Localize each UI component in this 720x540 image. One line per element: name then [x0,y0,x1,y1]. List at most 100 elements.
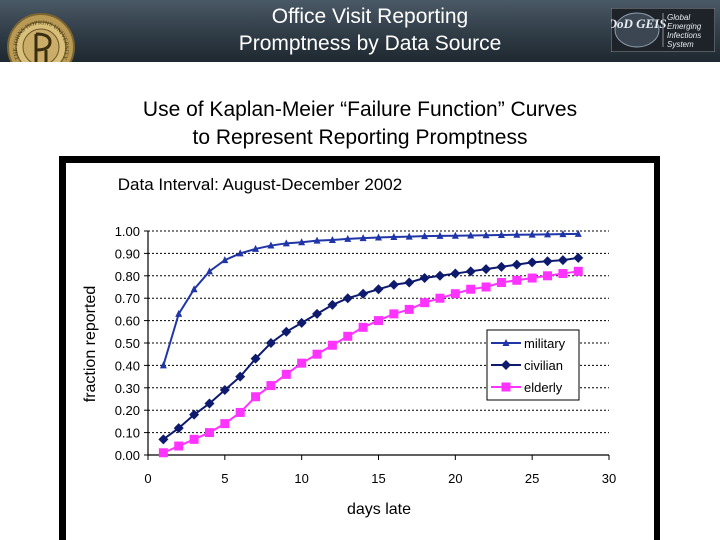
data-point [219,385,230,396]
y-tick-label: 0.50 [115,336,140,351]
data-point [573,266,583,276]
data-point [557,255,568,266]
data-point [450,268,461,279]
logo-line-3: Infections [667,31,701,40]
dod-geis-logo-icon: DoD GEIS Global Emerging Infections Syst… [611,8,715,52]
legend-entry-elderly: elderly [491,380,563,395]
data-point [543,271,553,281]
series-line [162,270,579,454]
legend-label: elderly [524,380,563,395]
legend: military civilian elderly [486,329,580,401]
data-point [482,231,490,239]
y-tick-label: 0.80 [115,269,140,284]
slide-header: THE JOHNS HOPKINS UNIVERSITY Office Visi… [0,0,720,62]
x-tick-label: 15 [371,471,385,486]
data-point [359,234,367,242]
data-point [481,282,491,292]
x-tick-label: 5 [221,471,228,486]
y-axis-label: fraction reported [82,286,99,403]
data-point [496,278,506,288]
data-point [573,252,584,263]
series-group [158,229,584,458]
data-point [266,381,276,391]
data-point [542,256,553,267]
data-point [189,409,200,420]
x-tick-label: 20 [448,471,462,486]
data-point [282,239,290,247]
data-point [496,261,507,272]
legend-label: civilian [524,358,563,373]
x-axis-label: days late [347,501,411,518]
y-tick-label: 0.60 [115,314,140,329]
data-point [204,428,214,438]
header-title-line2: Promptness by Data Source [238,32,502,55]
y-tick-label: 0.90 [115,246,140,261]
data-point [158,434,169,445]
data-point [502,339,510,346]
logo-line-1: Global [667,13,690,22]
x-tick-label: 0 [144,471,151,486]
data-point [344,234,352,242]
data-point [296,317,307,328]
series-military [159,229,582,369]
legend-entry-civilian: civilian [491,358,563,373]
slide-subtitle: Use of Kaplan-Meier “Failure Function” C… [0,96,720,152]
data-point [373,284,384,295]
subtitle-line2: to Represent Reporting Promptness [192,126,528,149]
x-tick-label: 10 [294,471,308,486]
data-point [298,238,306,246]
header-title-line1: Office Visit Reporting [271,5,469,28]
data-point [527,257,538,268]
axes: 0.00 0.10 0.20 0.30 0.40 0.50 0.60 0.70 0.80 0.90… [115,224,617,486]
chart-title: Data Interval: August-December 2002 [117,175,403,194]
data-point [174,441,184,451]
data-point [558,269,568,279]
data-point [404,304,414,314]
data-point [374,316,383,326]
data-point [375,233,382,241]
data-point [420,298,430,308]
data-point [343,331,353,341]
logo-line-4: System [667,40,694,49]
data-point [281,369,291,379]
data-point [327,340,337,350]
y-tick-label: 0.00 [115,448,140,463]
data-point [158,448,168,458]
data-point [404,277,415,288]
y-tick-label: 0.20 [115,403,140,418]
y-tick-label: 0.30 [115,381,140,396]
data-point [512,275,522,285]
data-point [342,293,353,304]
data-point [173,423,184,434]
data-point [436,231,444,239]
data-point [312,308,323,319]
data-point [390,233,398,241]
data-point [358,288,369,299]
data-point [465,266,476,277]
legend-label: military [524,336,566,351]
data-point [435,293,445,303]
data-point [221,256,229,264]
legend-entry-military: military [491,336,566,351]
data-point [481,264,492,275]
data-point [236,249,244,257]
data-point [451,231,459,239]
series-civilian [158,252,584,445]
data-point [220,419,230,429]
data-point [559,230,567,238]
y-tick-label: 1.00 [115,224,140,239]
data-point [313,236,321,244]
data-point [450,289,460,299]
data-point [312,349,322,359]
data-point [466,284,476,294]
data-point [281,326,292,337]
data-point [388,279,399,290]
data-point [327,299,338,310]
university-seal-icon: THE JOHNS HOPKINS UNIVERSITY [7,13,75,62]
data-point [501,360,511,370]
data-point [574,229,582,237]
data-point [250,353,261,364]
logo-line-2: Emerging [667,22,702,31]
data-point [204,398,215,409]
